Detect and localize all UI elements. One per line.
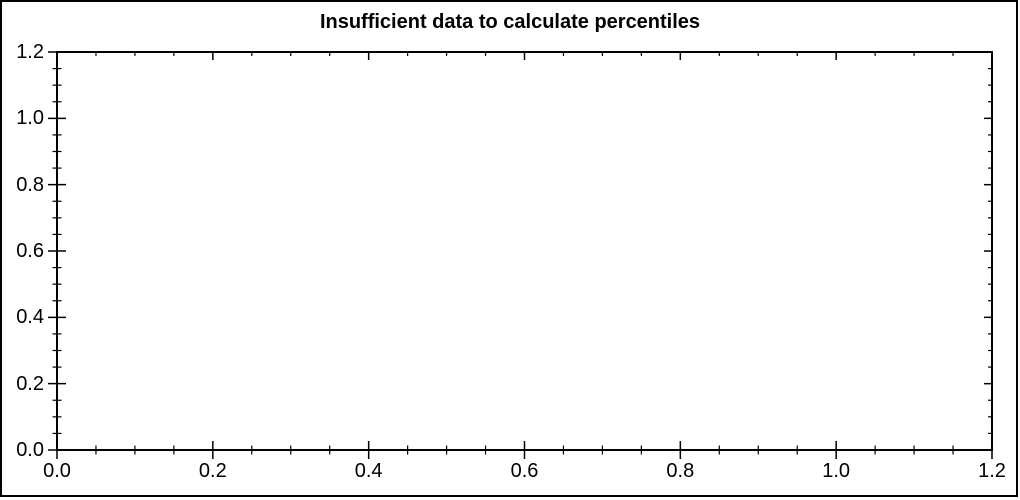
y-tick-label: 1.0 xyxy=(16,107,44,130)
y-tick-label: 0.4 xyxy=(16,306,44,329)
y-tick-label: 1.2 xyxy=(16,41,44,63)
chart-title: Insufficient data to calculate percentil… xyxy=(319,11,701,33)
x-tick-label: 0.6 xyxy=(510,460,539,482)
y-tick-label: 0.8 xyxy=(16,173,44,196)
y-tick-label: 0.6 xyxy=(16,240,44,262)
x-tick-label: 0.4 xyxy=(354,460,383,482)
x-tick-label: 0.2 xyxy=(198,460,227,482)
y-tick-label: 0.0 xyxy=(16,439,44,461)
x-tick-label: 1.2 xyxy=(978,460,1006,482)
x-tick-label: 1.0 xyxy=(822,460,851,482)
x-tick-label: 0.0 xyxy=(43,460,71,482)
axis-ticks xyxy=(48,51,993,459)
x-tick-label: 0.8 xyxy=(666,460,695,482)
y-tick-label: 0.2 xyxy=(16,372,44,395)
plot-frame xyxy=(56,51,993,451)
